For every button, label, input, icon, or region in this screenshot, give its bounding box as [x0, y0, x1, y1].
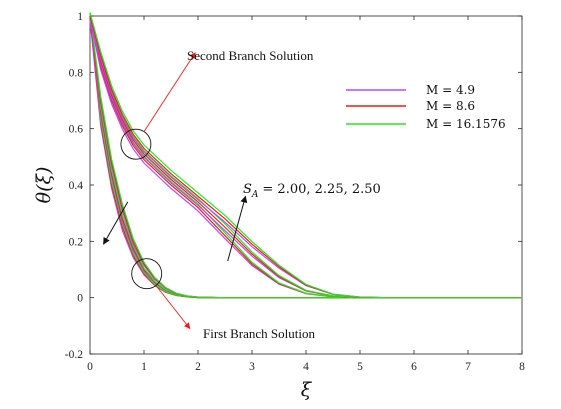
y-tick-label: 0.4 [69, 180, 84, 192]
second-branch-label: Second Branch Solution [187, 48, 314, 63]
y-tick-label: 0.8 [69, 67, 84, 79]
annotation-arrow-0 [143, 52, 196, 132]
annotation-arrow-1 [155, 285, 191, 330]
legend-label-m-16-1576: M = 16.1576 [426, 117, 506, 131]
x-tick-label: 2 [195, 361, 201, 373]
y-tick-label: -0.2 [65, 349, 83, 361]
first-branch-label: First Branch Solution [203, 326, 315, 341]
first-branch-curve-sa-2-5-series-2 [89, 12, 522, 299]
x-tick-label: 8 [519, 361, 525, 373]
y-tick-label: 0.6 [69, 124, 84, 136]
x-tick-label: 4 [303, 361, 309, 373]
y-axis-label: θ(ξ) [33, 167, 55, 204]
annotation-circle-1 [131, 258, 163, 290]
legend-label-m-8-6: M = 8.6 [426, 99, 475, 113]
legend-label-m-4-9: M = 4.9 [426, 83, 475, 97]
annotations [103, 52, 248, 330]
x-tick-label: 5 [357, 361, 363, 373]
curves [89, 12, 522, 299]
second-branch-curve-sa-2-5-series-2 [89, 12, 522, 299]
legend: M = 4.9 M = 8.6 M = 16.1576 [346, 83, 506, 131]
x-tick-label: 3 [249, 361, 255, 373]
direction-arrow-3 [103, 201, 129, 245]
x-tick-label: 1 [141, 361, 147, 373]
y-tick-label: 0.2 [69, 236, 84, 248]
x-tick-label: 6 [411, 361, 417, 373]
x-axis-label: ξ [301, 379, 313, 401]
y-tick-label: 0 [77, 293, 83, 305]
annotation-circle-0 [120, 128, 152, 160]
y-tick-label: 1 [77, 11, 83, 23]
sa-parameter-label: SA = 2.00, 2.25, 2.50 [243, 182, 381, 200]
x-tick-label: 0 [87, 361, 93, 373]
axis-ticks: 0 1 2 3 4 5 6 7 8 -0.2 0 0.2 0.4 0.6 0.8 1 [65, 11, 525, 373]
direction-arrow-2 [227, 195, 248, 262]
x-tick-label: 7 [465, 361, 471, 373]
